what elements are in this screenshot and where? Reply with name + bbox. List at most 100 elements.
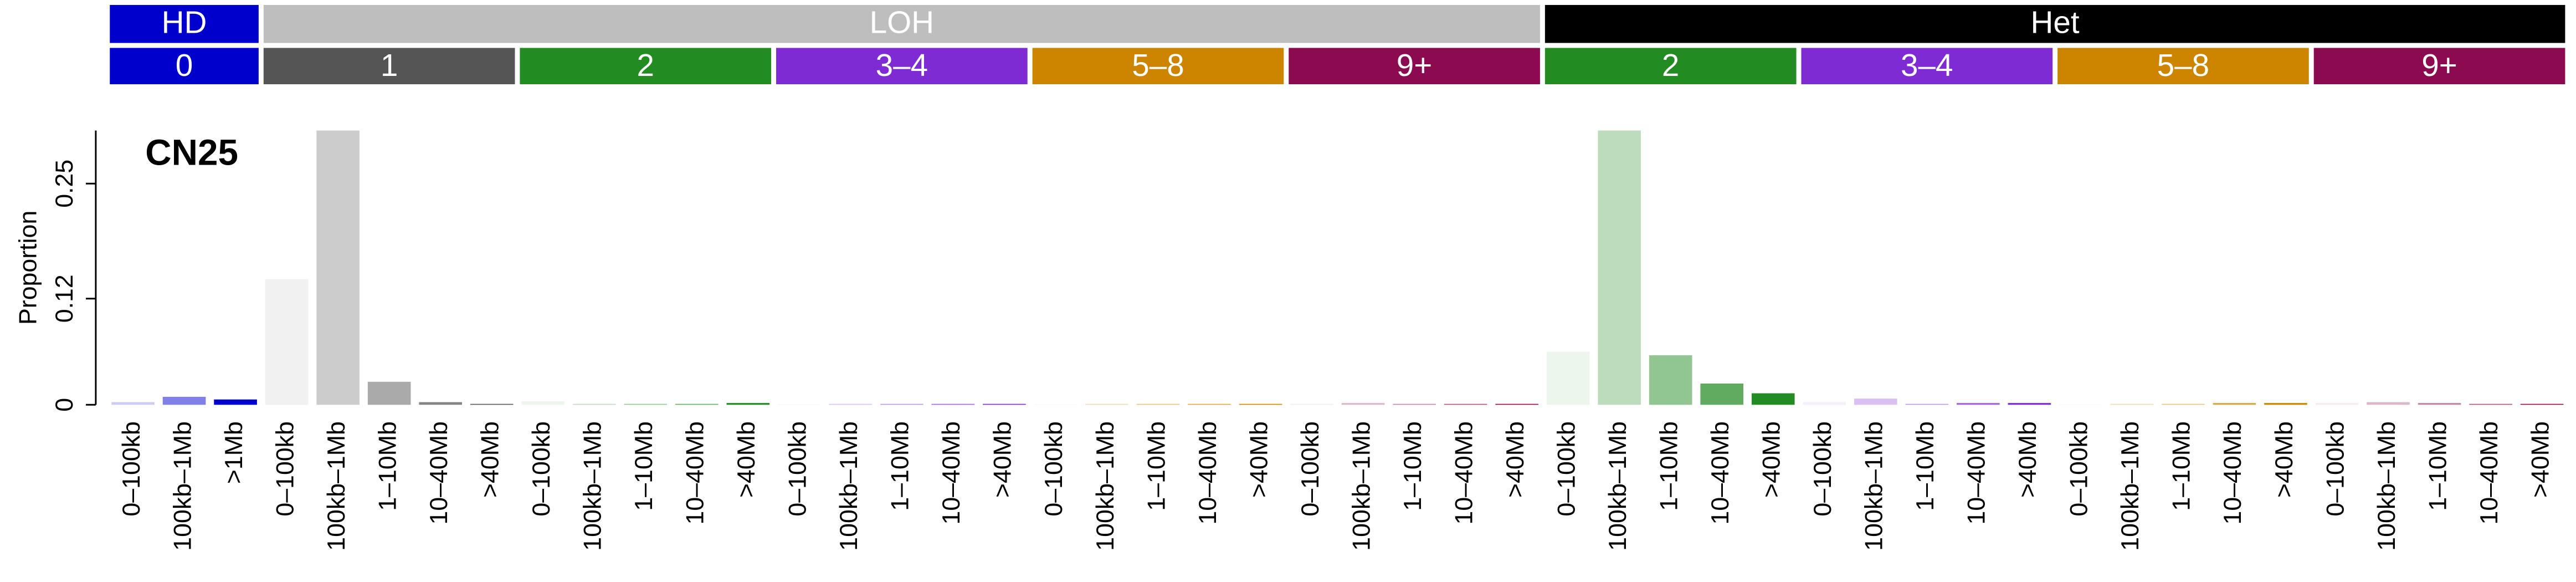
x-tick-label: 10–40Mb	[1194, 421, 1222, 524]
bar	[1393, 404, 1436, 405]
x-tick-label: 10–40Mb	[2219, 421, 2246, 524]
group-header-label: LOH	[870, 6, 934, 40]
bar	[1495, 404, 1538, 405]
x-tick-label: 0–100kb	[2066, 421, 2093, 517]
bar	[367, 381, 411, 405]
x-tick-label: 1–10Mb	[374, 421, 401, 511]
x-tick-label: 100kb–1Mb	[835, 421, 863, 551]
y-tick-label: 0.12	[51, 274, 78, 323]
bar	[1188, 404, 1231, 405]
subgroup-header	[110, 48, 259, 85]
group-header	[110, 4, 259, 43]
subgroup-header	[520, 48, 772, 85]
x-tick-label: 100kb–1Mb	[169, 421, 196, 551]
bar	[778, 404, 821, 405]
bar	[162, 396, 206, 405]
bar	[1700, 383, 1744, 405]
x-tick-label: >40Mb	[2014, 421, 2041, 498]
x-tick-label: >40Mb	[989, 421, 1017, 498]
bar	[111, 402, 155, 405]
x-tick-label: 100kb–1Mb	[323, 421, 350, 551]
x-tick-label: 0–100kb	[784, 421, 812, 517]
x-tick-label: >40Mb	[1245, 421, 1272, 498]
x-tick-label: 1–10Mb	[1143, 421, 1170, 511]
subgroup-header-label: 1	[381, 48, 398, 83]
bar	[1854, 399, 1897, 405]
x-tick-label: 0–100kb	[2322, 421, 2349, 517]
bar	[1136, 404, 1180, 405]
x-tick-label: 100kb–1Mb	[2373, 421, 2400, 551]
group-header	[1544, 4, 2565, 43]
bar	[983, 404, 1026, 405]
bar	[1649, 355, 1692, 405]
subgroup-header	[2313, 48, 2565, 85]
x-tick-label: 10–40Mb	[2476, 421, 2503, 524]
subgroup-header	[776, 48, 1028, 85]
bar	[726, 403, 770, 405]
x-tick-label: 10–40Mb	[425, 421, 453, 524]
x-tick-label: 10–40Mb	[938, 421, 965, 524]
y-tick-label: 0.25	[51, 160, 78, 208]
bar	[1957, 403, 2000, 405]
x-tick-label: >40Mb	[2271, 421, 2298, 498]
x-tick-label: 10–40Mb	[1963, 421, 1990, 524]
bar	[265, 279, 309, 405]
x-tick-label: 0–100kb	[118, 421, 145, 517]
bar	[2059, 404, 2102, 405]
x-tick-label: >40Mb	[1758, 421, 1785, 498]
subgroup-header-label: 3–4	[1901, 48, 1953, 83]
x-tick-label: 100kb–1Mb	[1604, 421, 1631, 551]
chart-title: CN25	[145, 132, 238, 173]
group-header-label: Het	[2031, 6, 2080, 40]
bar	[880, 404, 923, 405]
x-tick-label: 0–100kb	[271, 421, 299, 517]
bar	[2213, 403, 2256, 405]
bar	[2110, 404, 2154, 405]
bar	[214, 399, 257, 405]
bar	[521, 401, 565, 405]
bar	[624, 404, 668, 405]
x-tick-label: >40Mb	[733, 421, 760, 498]
bar	[1598, 130, 1641, 405]
x-tick-label: >40Mb	[2527, 421, 2554, 498]
y-tick-label: 0	[51, 398, 78, 412]
x-tick-label: 10–40Mb	[682, 421, 709, 524]
group-header	[263, 4, 1540, 43]
x-tick-label: 10–40Mb	[1707, 421, 1734, 524]
x-tick-label: >40Mb	[1502, 421, 1529, 498]
x-tick-label: 100kb–1Mb	[1348, 421, 1375, 551]
bar	[1290, 404, 1333, 405]
bar	[1085, 404, 1128, 405]
x-tick-label: 100kb–1Mb	[579, 421, 607, 551]
bar	[1444, 404, 1487, 405]
x-tick-label: >1Mb	[220, 421, 248, 484]
bar	[1239, 404, 1282, 405]
x-tick-label: 0–100kb	[1553, 421, 1580, 517]
bar	[419, 402, 462, 405]
subgroup-header-label: 2	[637, 48, 654, 83]
bar	[2264, 403, 2307, 405]
x-tick-label: 1–10Mb	[1656, 421, 1683, 511]
subgroup-header-label: 5–8	[2157, 48, 2209, 83]
x-tick-label: >40Mb	[476, 421, 504, 498]
subgroup-header	[1544, 48, 1797, 85]
subgroup-header	[1289, 48, 1540, 85]
subgroup-header-label: 9+	[1397, 48, 1433, 83]
subgroup-header	[2057, 48, 2309, 85]
subgroup-header-label: 9+	[2421, 48, 2457, 83]
bar	[2418, 403, 2461, 405]
bar	[2315, 403, 2359, 405]
bar	[316, 130, 360, 405]
bar	[2008, 403, 2051, 405]
bar	[572, 404, 616, 405]
subgroup-header-label: 3–4	[876, 48, 928, 83]
x-tick-label: 1–10Mb	[1399, 421, 1426, 511]
x-tick-label: 1–10Mb	[630, 421, 658, 511]
bar	[1803, 402, 1846, 405]
bar	[1546, 351, 1590, 405]
bar	[1905, 404, 1949, 405]
bar	[2367, 402, 2410, 405]
x-tick-label: 1–10Mb	[1912, 421, 1939, 511]
